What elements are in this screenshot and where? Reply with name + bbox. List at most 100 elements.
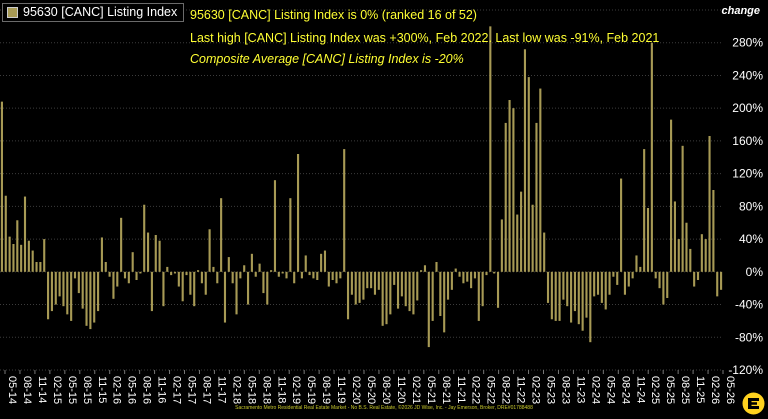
bar: [404, 271, 407, 307]
bar: [693, 271, 696, 287]
bar: [627, 271, 630, 287]
bar: [408, 271, 411, 312]
bar: [343, 149, 346, 272]
bar: [546, 271, 550, 303]
bar: [85, 271, 88, 326]
bar: [577, 271, 580, 325]
bar: [589, 271, 592, 343]
y-tick-label: -80%: [735, 330, 763, 344]
bar: [0, 101, 3, 272]
bar: [39, 262, 42, 272]
bar: [389, 271, 392, 315]
x-tick-label: 11-20: [395, 376, 407, 403]
bar: [481, 271, 484, 307]
bar: [520, 191, 523, 272]
bar: [396, 271, 400, 309]
bar: [543, 232, 546, 272]
bar: [458, 271, 461, 277]
bar: [462, 271, 465, 284]
bar: [296, 154, 300, 272]
bar: [147, 232, 150, 272]
bar: [204, 271, 207, 295]
last-high-low-line: Last high [CANC] Listing Index was +300%…: [190, 31, 660, 45]
bar: [31, 250, 34, 272]
bar: [377, 271, 380, 290]
x-tick-label: 05-24: [604, 376, 616, 404]
bar: [504, 122, 507, 272]
bar: [623, 271, 626, 295]
bar: [308, 271, 311, 276]
bar: [670, 119, 673, 272]
bar: [608, 271, 611, 295]
x-tick-label: 08-23: [559, 376, 571, 404]
bar: [50, 271, 53, 312]
bar: [370, 271, 373, 289]
bar: [400, 271, 403, 297]
x-tick-label: 02-17: [171, 376, 183, 404]
x-tick-label: 08-22: [500, 376, 512, 404]
bar: [720, 271, 723, 290]
bar: [70, 271, 73, 321]
bar: [658, 271, 661, 289]
bar: [454, 268, 457, 272]
x-tick-label: 08-20: [380, 376, 392, 404]
x-tick-label: 08-25: [679, 376, 691, 404]
bar: [385, 271, 388, 325]
bar: [162, 271, 165, 307]
bar: [127, 271, 130, 284]
x-tick-label: 02-15: [51, 376, 63, 404]
x-tick-label: 02-26: [709, 376, 721, 404]
bar: [550, 271, 553, 320]
bar: [181, 271, 184, 302]
bar: [700, 234, 703, 272]
bar: [696, 271, 700, 280]
bar: [420, 270, 423, 272]
y-tick-label: 80%: [739, 199, 763, 213]
bar: [639, 266, 642, 272]
x-tick-label: 08-17: [200, 376, 212, 404]
composite-average-line: Composite Average [CANC] Listing Index i…: [190, 52, 464, 66]
bar: [281, 271, 284, 274]
bar: [62, 271, 65, 307]
bar: [335, 271, 338, 284]
bar: [631, 271, 634, 279]
bar: [243, 265, 246, 272]
bar: [331, 271, 334, 280]
x-tick-label: 02-16: [111, 376, 123, 404]
bar: [166, 266, 169, 272]
bar: [516, 214, 519, 272]
bar: [643, 149, 646, 272]
bar: [362, 271, 365, 300]
bar: [673, 201, 676, 272]
bar: [227, 257, 230, 272]
bar: [527, 77, 530, 272]
x-tick-label: 02-20: [350, 376, 362, 404]
bar: [93, 271, 96, 323]
bar: [477, 271, 480, 321]
bar: [373, 271, 377, 295]
bar: [27, 240, 30, 272]
bar: [662, 271, 665, 305]
bar: [246, 271, 250, 305]
bar: [135, 271, 138, 280]
y-tick-label: 200%: [732, 101, 763, 115]
x-tick-label: 11-16: [156, 376, 168, 403]
x-tick-label: 11-21: [455, 376, 467, 403]
x-tick-label: 08-14: [21, 376, 33, 404]
bar: [112, 271, 115, 299]
bar: [604, 271, 607, 310]
legend-swatch: [7, 7, 18, 18]
bar: [285, 271, 288, 279]
bar: [327, 271, 330, 287]
x-tick-label: 05-22: [485, 376, 497, 404]
bar: [654, 271, 657, 279]
bar: [439, 271, 442, 316]
x-tick-label: 02-19: [290, 376, 302, 404]
bar: [258, 263, 261, 272]
bar: [293, 271, 296, 284]
bar: [47, 271, 50, 320]
bar: [646, 208, 650, 272]
bar: [366, 271, 369, 289]
bar: [531, 204, 534, 272]
bar: [708, 136, 711, 272]
